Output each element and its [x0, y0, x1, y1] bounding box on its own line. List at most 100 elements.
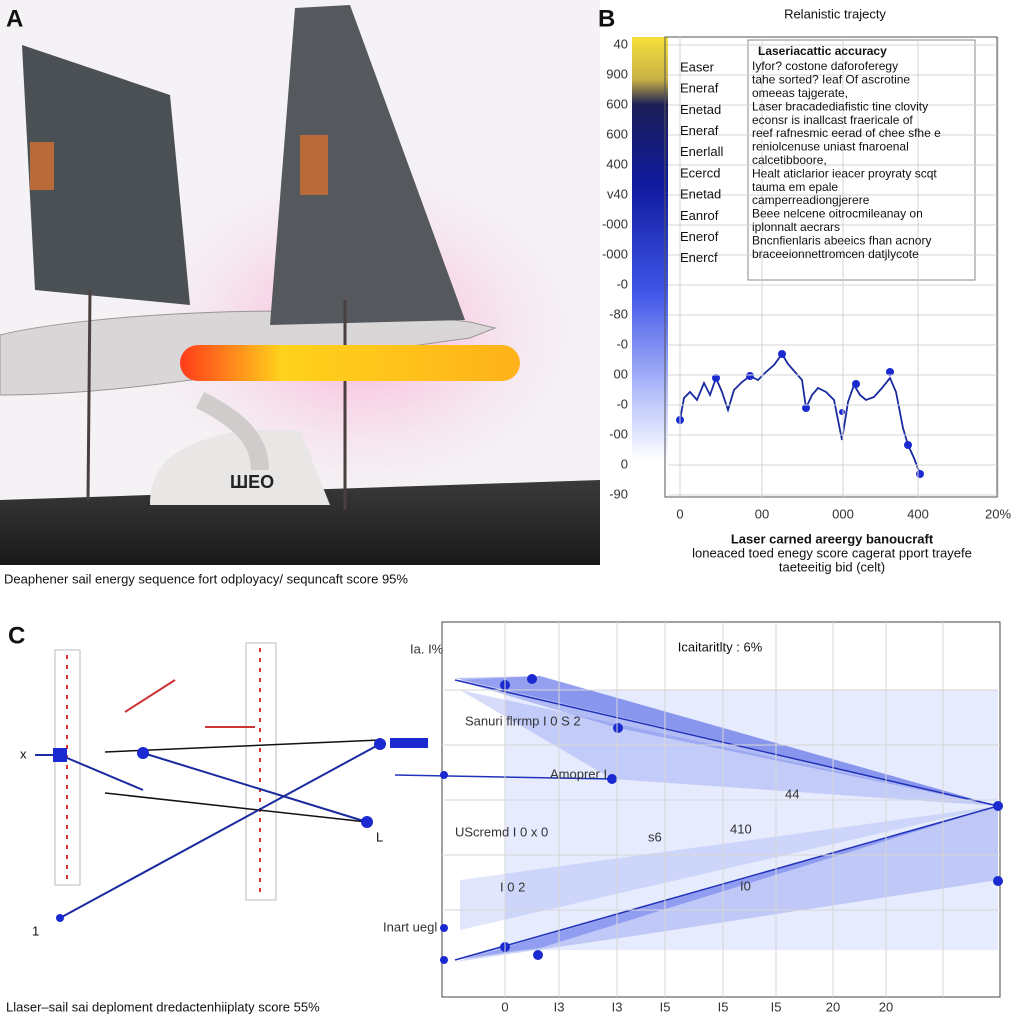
note-box: [747, 39, 976, 281]
note-line: Laser bracadediafistic tine clovity: [752, 99, 928, 113]
panel-label: A: [6, 5, 23, 32]
annotation: I0: [740, 878, 751, 893]
panel-b-frame: [632, 36, 998, 498]
note-line: reniolcenuse uniast fnaroenal: [752, 140, 909, 154]
stand-mark: ШEO: [230, 472, 274, 492]
fan: [455, 676, 998, 806]
marker-label: L: [376, 829, 383, 844]
x-tick-label: I3: [612, 999, 623, 1014]
link: [59, 754, 144, 791]
x-tick-label: 400: [907, 506, 929, 521]
x-axis-label: taeteeitig bid (celt): [779, 559, 885, 574]
x-tick-label: 00: [755, 506, 769, 521]
x-tick-label: 0: [501, 999, 508, 1014]
note-line: Iyfor? costone daforoferegy: [752, 59, 898, 73]
x-axis-label: loneaced toed enegy score cagerat pport …: [692, 545, 972, 560]
node: [374, 738, 386, 750]
chart-title: Icaitaritlty : 6%: [678, 639, 763, 654]
note-line: Beee nelcene oitrocmileanay on: [752, 207, 923, 221]
x-tick-label: I5: [771, 999, 782, 1014]
x-tick-label: 0: [676, 506, 683, 521]
x-tick-label: I5: [718, 999, 729, 1014]
y-tick-label: 600: [606, 126, 628, 141]
annotation: s6: [648, 829, 662, 844]
x-tick-label: 000: [832, 506, 854, 521]
sail-left: [22, 45, 190, 305]
note-line: camperreadiongjerere: [752, 193, 870, 207]
sail-patch: [30, 142, 54, 190]
note-line: braceeionnettromcen datjlycote: [752, 247, 919, 261]
annotation: 44: [785, 786, 799, 801]
plot-frame: [664, 36, 998, 498]
panel-c-chart: [394, 621, 1003, 998]
y-tick-label: -80: [609, 306, 628, 321]
y-tick-label: -0: [616, 276, 628, 291]
node: [390, 738, 428, 748]
floor: [0, 480, 600, 565]
x-tick-label: 20: [826, 999, 840, 1014]
y-tick-label: -000: [602, 216, 628, 231]
path: [394, 774, 613, 780]
series-label: Inart uegl: [383, 919, 437, 934]
node: [137, 747, 149, 759]
note-line: iplonnalt aecrars: [752, 220, 840, 234]
fan: [460, 690, 998, 806]
exhaust: [180, 345, 520, 381]
legend-entry: Enercf: [680, 250, 718, 265]
x-tick-label: I3: [554, 999, 565, 1014]
series-label: I 0 2: [500, 879, 525, 894]
legend-entry: Ecercd: [680, 165, 720, 180]
link: [104, 739, 381, 753]
y-tick-label: 00: [614, 366, 628, 381]
band-region: [505, 690, 998, 950]
x-tick-label: 20%: [985, 506, 1011, 521]
y-tick-label: -90: [609, 486, 628, 501]
trajectory-line: [679, 352, 921, 475]
x-tick-label: 20: [879, 999, 893, 1014]
path: [454, 679, 999, 807]
y-tick-label: 400: [606, 156, 628, 171]
note-line: calcetibboore,: [752, 153, 827, 167]
node: [56, 914, 64, 922]
chart-points: [440, 674, 1003, 964]
fan: [455, 676, 998, 806]
note-line: omeeas tajgerate,: [752, 86, 848, 100]
legend-entry: Enerof: [680, 229, 719, 244]
fan: [460, 806, 998, 930]
legend-entry: Eneraf: [680, 81, 719, 96]
panel-label: B: [598, 5, 615, 32]
note-line: tauma em epale: [752, 180, 838, 194]
node: [361, 816, 373, 828]
node: [53, 748, 67, 762]
panel-c-diagram: [35, 642, 428, 922]
legend-entry: Enetad: [680, 187, 721, 202]
link: [142, 752, 368, 823]
annotation: 410: [730, 821, 752, 836]
arrow: [124, 679, 176, 713]
legend-entry: Eneraf: [680, 123, 719, 138]
link: [104, 792, 368, 823]
caption: Llaser–sail sai deploment dredactenhiipl…: [6, 999, 320, 1014]
y-tick-label: -0: [616, 336, 628, 351]
chart-frame: [441, 621, 1001, 998]
colorbar: [632, 37, 668, 460]
rail-box: [245, 642, 277, 901]
y-tick-label: 0: [621, 456, 628, 471]
y-tick-label: v40: [607, 186, 628, 201]
x-tick-label: I5: [660, 999, 671, 1014]
note-line: econsr is inallcast fraericale of: [752, 113, 913, 127]
sail-patch: [300, 135, 328, 195]
legend-entry: Easer: [680, 59, 715, 74]
series-label: Ia. I%: [410, 641, 444, 656]
legend-entry: Enerlall: [680, 144, 723, 159]
panel-a-image: ШEO: [0, 0, 600, 565]
note-line: tahe sorted? Ieaf Of ascrotine: [752, 73, 910, 87]
chart-title: Relanistic trajecty: [784, 6, 886, 21]
series-label: Amoprer I: [550, 766, 607, 781]
mast: [86, 289, 92, 501]
caption: Deaphener sail energy sequence fort odpl…: [4, 571, 408, 586]
marker-label: 1: [32, 923, 39, 938]
y-tick-label: -000: [602, 246, 628, 261]
link: [59, 743, 381, 919]
